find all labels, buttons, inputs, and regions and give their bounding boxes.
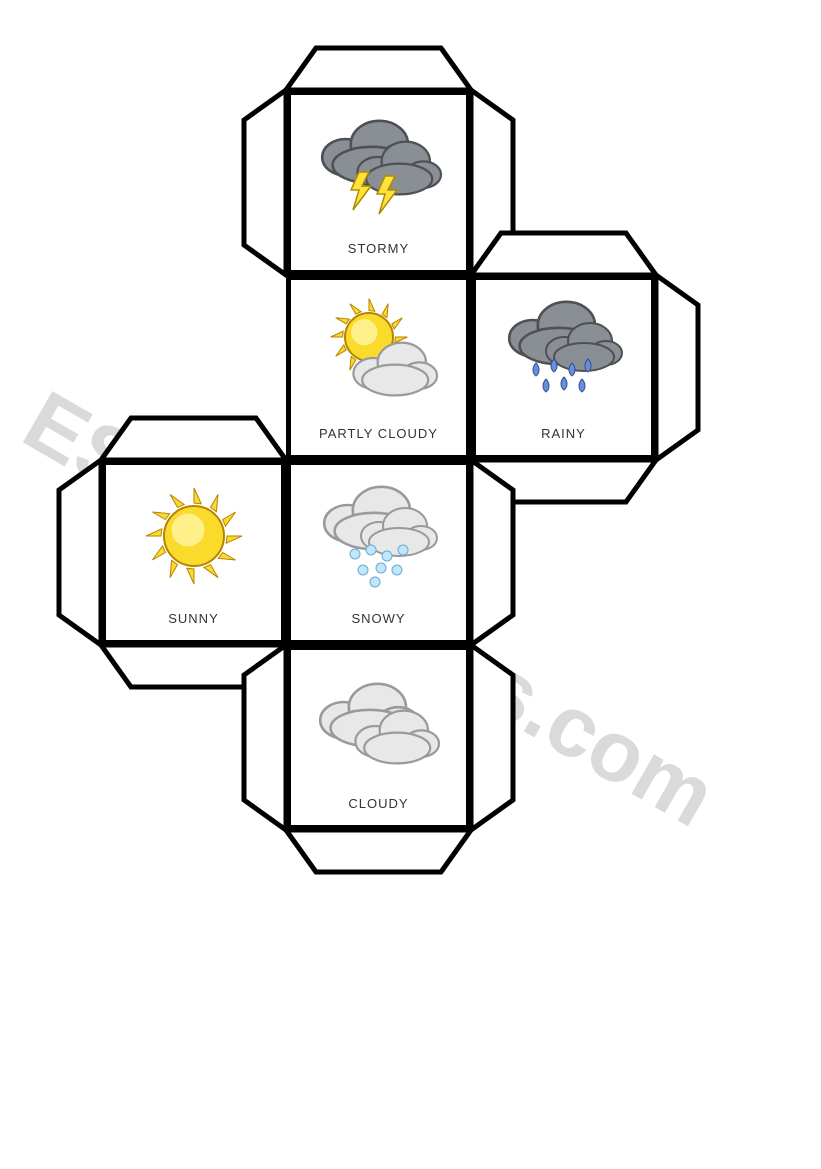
cloudy-icon xyxy=(291,650,466,792)
face-label-bottom: CLOUDY xyxy=(348,796,408,811)
face-label-middle: PARTLY CLOUDY xyxy=(319,426,438,441)
face-label-below_middle: SNOWY xyxy=(351,611,405,626)
cube-face-left: SUNNY xyxy=(101,460,286,645)
face-label-top: STORMY xyxy=(348,241,409,256)
rainy-icon xyxy=(476,280,651,422)
stormy-icon xyxy=(291,95,466,237)
face-label-right: RAINY xyxy=(541,426,586,441)
sunny-icon xyxy=(106,465,281,607)
partly_cloudy-icon xyxy=(291,280,466,422)
snowy-icon xyxy=(291,465,466,607)
cube-face-right: RAINY xyxy=(471,275,656,460)
face-label-left: SUNNY xyxy=(168,611,219,626)
cube-face-bottom: CLOUDY xyxy=(286,645,471,830)
cube-face-top: STORMY xyxy=(286,90,471,275)
cube-face-below_middle: SNOWY xyxy=(286,460,471,645)
worksheet-canvas: ESLprintables.com STORMY PARTLY CLOUDY R… xyxy=(0,0,821,1169)
cube-face-middle: PARTLY CLOUDY xyxy=(286,275,471,460)
